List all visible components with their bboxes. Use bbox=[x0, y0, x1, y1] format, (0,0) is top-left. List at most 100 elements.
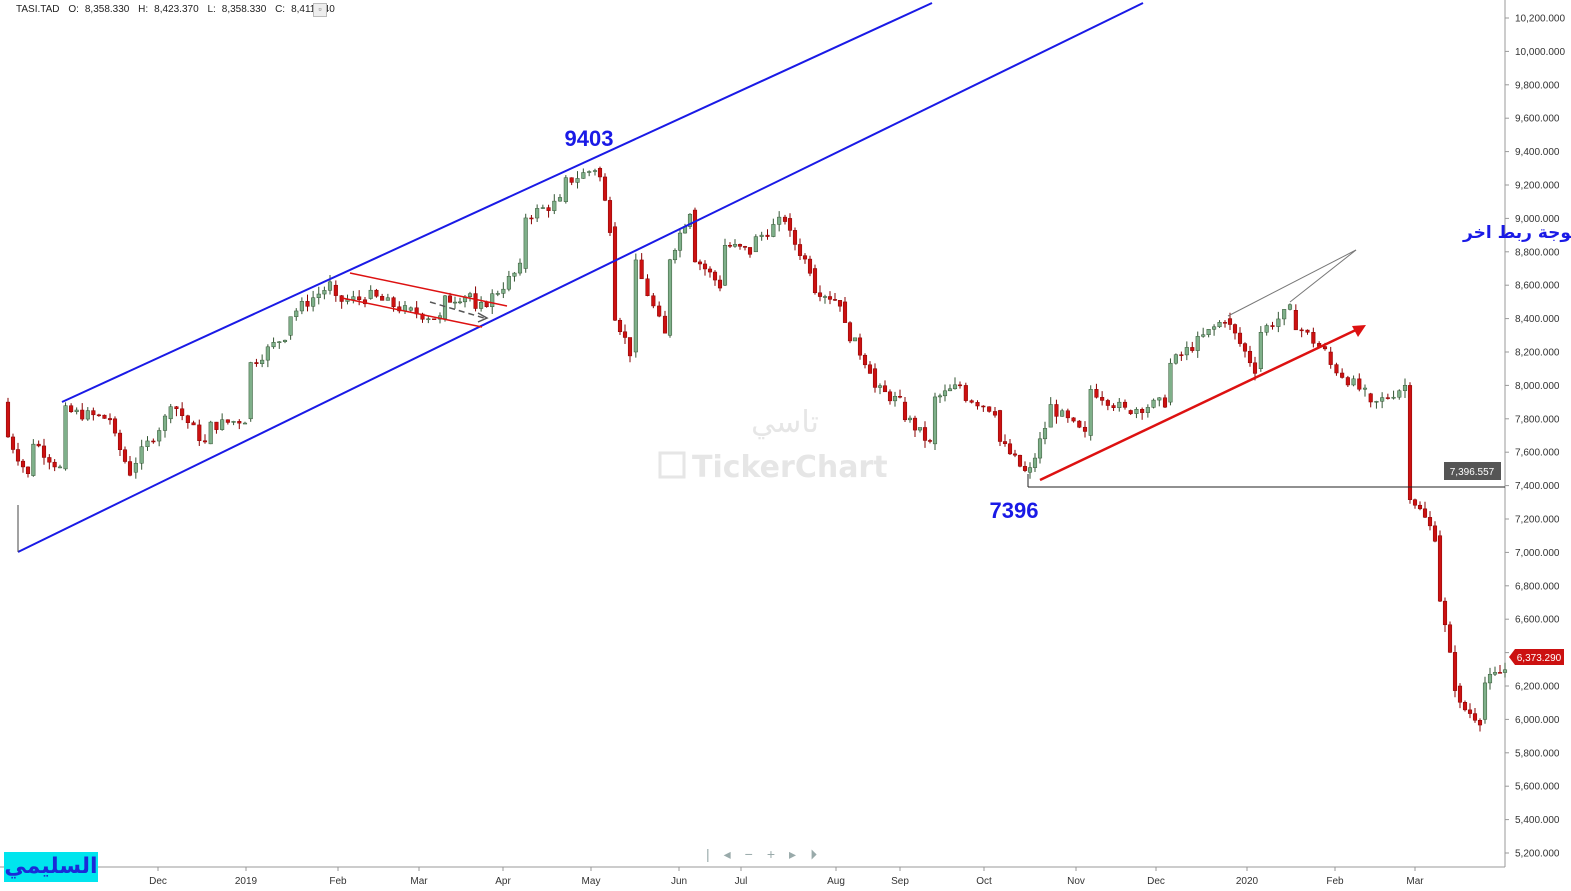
candle-body bbox=[1391, 396, 1396, 399]
candle-body bbox=[127, 461, 133, 476]
candle-body bbox=[1048, 404, 1053, 428]
candle-body bbox=[69, 405, 74, 413]
candle-body bbox=[10, 436, 16, 450]
candle-body bbox=[732, 244, 738, 247]
candle-body bbox=[385, 297, 390, 301]
candle-body bbox=[1380, 397, 1385, 402]
candle-body bbox=[220, 419, 225, 430]
candle-body bbox=[1117, 401, 1122, 408]
candle-body bbox=[1385, 397, 1390, 399]
x-tick-label: 2019 bbox=[235, 876, 258, 887]
candle-body bbox=[981, 405, 986, 408]
candle-body bbox=[277, 341, 282, 343]
candle-body bbox=[546, 207, 551, 211]
candle-body bbox=[214, 421, 219, 430]
high-label: H: bbox=[138, 4, 149, 15]
candle-body bbox=[987, 406, 992, 412]
low-label: L: bbox=[207, 4, 216, 15]
scroll-left-icon[interactable]: ◂ bbox=[723, 846, 745, 862]
candle-body bbox=[712, 271, 718, 281]
candle-body bbox=[797, 244, 803, 256]
candle-body bbox=[57, 466, 63, 469]
candle-body bbox=[857, 337, 863, 356]
candle-body bbox=[1100, 397, 1105, 401]
scroll-right-icon[interactable]: ▸ bbox=[789, 846, 811, 862]
candle-body bbox=[1184, 347, 1189, 356]
y-tick-label: 6,200.000 bbox=[1515, 682, 1560, 693]
candle-body bbox=[374, 289, 379, 297]
candle-body bbox=[271, 342, 276, 348]
candle-body bbox=[622, 331, 628, 338]
candle-body bbox=[832, 299, 838, 301]
candle-body bbox=[299, 301, 304, 312]
candle-body bbox=[952, 384, 958, 390]
candle-body bbox=[47, 457, 52, 463]
first-bar-icon[interactable]: | bbox=[706, 846, 724, 862]
candle-body bbox=[753, 236, 758, 253]
candle-body bbox=[837, 300, 843, 307]
candle-body bbox=[479, 302, 484, 309]
candle-body bbox=[162, 415, 168, 431]
channel-lower-line bbox=[17, 2, 1144, 553]
candle-body bbox=[563, 177, 568, 202]
last-bar-icon[interactable]: ⏵ bbox=[810, 846, 832, 862]
candle-body bbox=[265, 346, 270, 361]
candle-body bbox=[581, 172, 586, 179]
candlestick-series bbox=[5, 166, 1508, 732]
candle-body bbox=[1105, 400, 1110, 406]
candle-body bbox=[368, 289, 373, 299]
candle-body bbox=[426, 318, 431, 320]
candle-body bbox=[639, 259, 644, 280]
candle-body bbox=[74, 409, 79, 413]
candle-body bbox=[1222, 322, 1228, 324]
candle-body bbox=[467, 293, 473, 298]
candle-body bbox=[1432, 525, 1438, 542]
candle-body bbox=[812, 268, 818, 294]
candle-body bbox=[151, 440, 156, 443]
candle-body bbox=[133, 462, 138, 473]
x-tick-label: Jul bbox=[735, 876, 748, 887]
y-tick-label: 5,400.000 bbox=[1515, 815, 1560, 826]
candle-body bbox=[742, 246, 748, 248]
candle-body bbox=[607, 200, 613, 233]
x-tick-label: Nov bbox=[1067, 876, 1085, 887]
zoom-out-icon[interactable]: − bbox=[744, 846, 767, 862]
candle-body bbox=[937, 395, 943, 398]
peak-label: 9403 bbox=[565, 126, 614, 151]
candle-body bbox=[1060, 410, 1065, 417]
candle-body bbox=[316, 293, 321, 298]
candle-body bbox=[139, 446, 144, 464]
candle-body bbox=[1340, 372, 1345, 378]
chart-frame bbox=[0, 0, 1506, 868]
candle-body bbox=[1442, 600, 1448, 626]
candle-body bbox=[969, 400, 974, 403]
y-tick-label: 8,600.000 bbox=[1515, 281, 1560, 292]
candle-body bbox=[490, 293, 495, 307]
candle-body bbox=[1422, 508, 1428, 518]
candle-body bbox=[80, 409, 85, 420]
x-tick-label: May bbox=[582, 876, 601, 887]
candle-body bbox=[357, 296, 362, 301]
candle-body bbox=[36, 443, 41, 447]
candle-body bbox=[1362, 387, 1368, 390]
watermark-arabic: تاسي bbox=[751, 405, 819, 440]
candle-body bbox=[975, 402, 980, 407]
chart-navigation[interactable]: |◂−+▸⏵ bbox=[706, 846, 831, 863]
candle-body bbox=[180, 408, 185, 416]
candle-body bbox=[667, 259, 673, 336]
candle-body bbox=[1264, 325, 1269, 333]
candle-body bbox=[867, 364, 873, 374]
candle-body bbox=[157, 430, 162, 442]
symbol-name: TASI.TAD bbox=[16, 4, 60, 15]
candle-body bbox=[1111, 405, 1116, 408]
candle-body bbox=[1477, 720, 1483, 726]
open-label: O: bbox=[68, 4, 79, 15]
open-value: 8,358.330 bbox=[84, 4, 130, 15]
zoom-in-icon[interactable]: + bbox=[766, 846, 790, 862]
candle-body bbox=[294, 310, 299, 317]
candle-body bbox=[1334, 364, 1339, 374]
collapse-header-icon[interactable]: ▫ bbox=[313, 3, 327, 17]
candle-body bbox=[31, 443, 36, 476]
